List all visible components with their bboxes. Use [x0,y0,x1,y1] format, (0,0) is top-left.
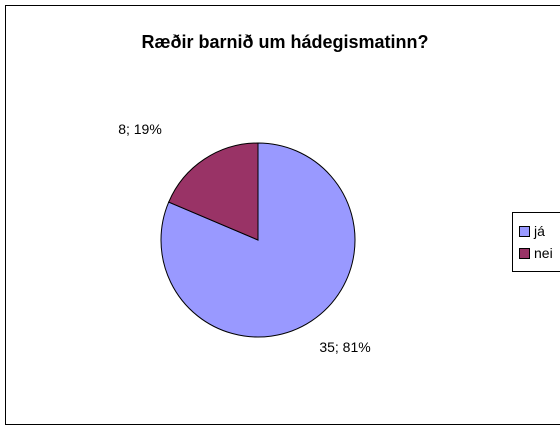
pie-slice-já [160,142,356,338]
legend-swatch-ja [519,225,530,237]
legend-item-nei: nei [519,245,553,261]
pie-chart: 35; 81% 8; 19% [118,121,370,355]
legend-item-ja: já [519,223,545,239]
legend-label-nei: nei [534,245,553,261]
data-label-nei: 8; 19% [118,121,162,137]
legend-swatch-nei [519,247,530,259]
legend-label-ja: já [534,223,545,239]
legend: já nei [512,212,560,272]
pie-slice-nei [168,142,259,241]
chart-title: Ræðir barnið um hádegismatinn? [141,32,429,52]
data-label-já: 35; 81% [319,339,370,355]
